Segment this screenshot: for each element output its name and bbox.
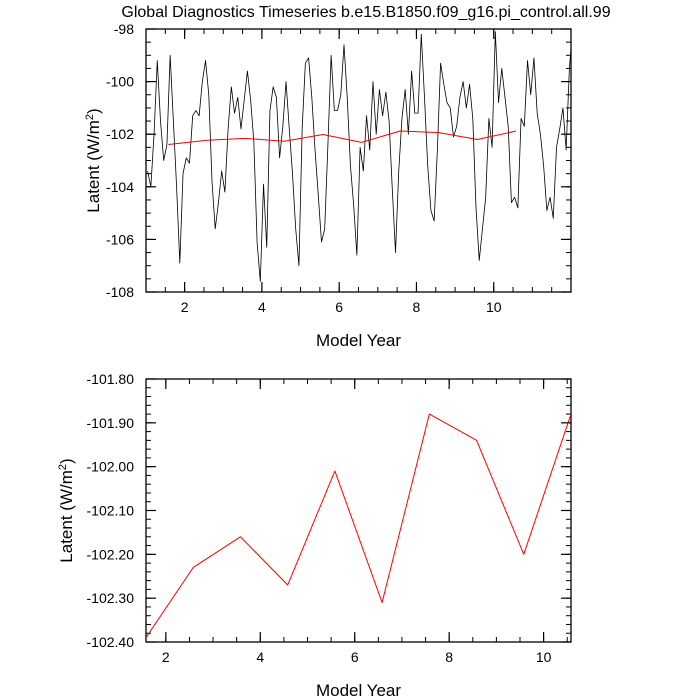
series-line-monthly <box>147 31 571 282</box>
bottom-panel: 2 4 6 8 10 -102.40 -102.30 -102.20 -102.10 -102.0… <box>57 371 572 700</box>
y-tick-label: -101.80 <box>87 371 135 387</box>
y-tick-label: -98 <box>114 21 134 37</box>
y-axis-label-main: Latent (W/m <box>57 470 76 563</box>
x-tick-label: 2 <box>162 649 170 665</box>
x-tick-label: 10 <box>536 649 552 665</box>
y-tick-label: -108 <box>106 284 134 300</box>
y-axis-label: Latent (W/m2) <box>84 108 103 212</box>
y-tick-label: -104 <box>106 179 134 195</box>
x-tick-label: 8 <box>413 299 421 315</box>
x-tick-label: 6 <box>335 299 343 315</box>
x-tick-label: 2 <box>181 299 189 315</box>
plot-frame <box>145 378 572 643</box>
y-axis-label-sup: 2 <box>57 464 69 470</box>
series-line-annual <box>168 130 517 145</box>
plot-frame <box>145 28 572 293</box>
x-tick-label: 4 <box>258 299 266 315</box>
chart-title: Global Diagnostics Timeseries b.e15.B185… <box>121 4 610 21</box>
y-axis-label-end: ) <box>57 458 76 464</box>
x-tick-label: 10 <box>486 299 502 315</box>
x-axis-label: Model Year <box>316 681 401 700</box>
y-axis-label-sup: 2 <box>84 114 96 120</box>
x-tick-label: 8 <box>445 649 453 665</box>
x-tick-label: 6 <box>351 649 359 665</box>
y-tick-label: -102.20 <box>87 546 135 562</box>
y-axis-label-main: Latent (W/m <box>84 120 103 213</box>
y-tick-label: -106 <box>106 231 134 247</box>
y-tick-label: -102 <box>106 126 134 142</box>
y-tick-label: -101.90 <box>87 415 135 431</box>
y-tick-label: -102.00 <box>87 459 135 475</box>
y-tick-label: -102.10 <box>87 503 135 519</box>
y-tick-label: -102.30 <box>87 590 135 606</box>
x-tick-label: 4 <box>256 649 264 665</box>
y-axis-label: Latent (W/m2) <box>57 458 76 562</box>
top-panel: 2 4 6 8 10 -108 -106 -104 -102 -100 -98 Model Year L… <box>84 21 572 350</box>
y-axis-label-end: ) <box>84 108 103 114</box>
y-tick-label: -100 <box>106 74 134 90</box>
x-axis-label: Model Year <box>316 331 401 350</box>
y-tick-label: -102.40 <box>87 634 135 650</box>
series-line-annual <box>146 413 571 638</box>
